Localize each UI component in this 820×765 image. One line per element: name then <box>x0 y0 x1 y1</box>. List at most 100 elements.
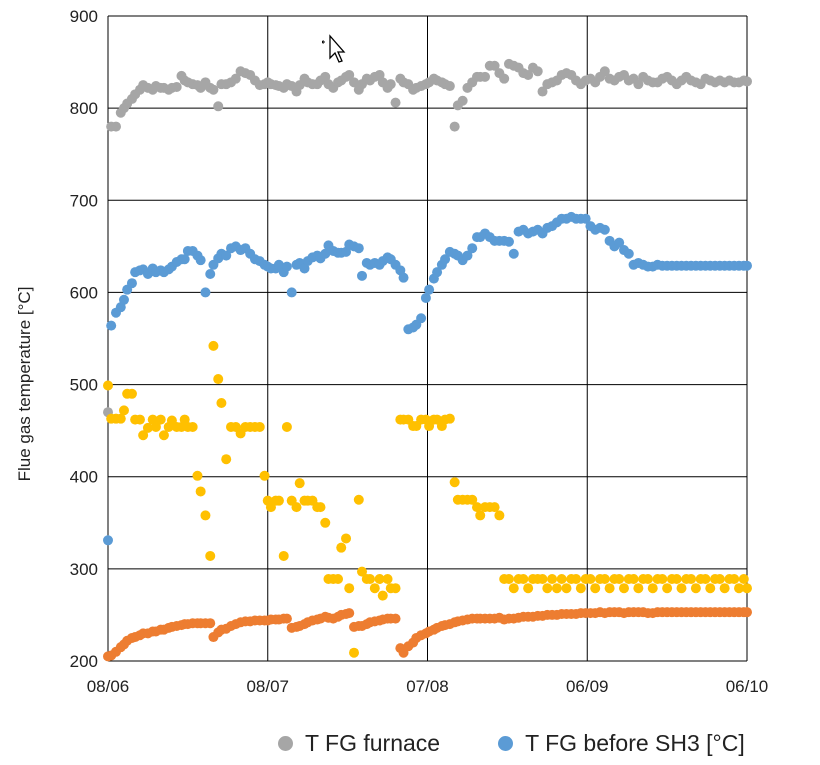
data-point <box>599 224 610 235</box>
data-point <box>556 573 567 584</box>
data-point <box>700 573 711 584</box>
data-point <box>390 583 401 594</box>
data-point <box>705 583 716 594</box>
data-point <box>192 470 203 481</box>
x-tick-label: 06/10 <box>726 677 769 696</box>
data-point <box>518 573 529 584</box>
data-point <box>499 73 510 84</box>
data-point <box>286 287 297 298</box>
data-point <box>187 421 198 432</box>
data-point <box>200 510 211 521</box>
data-point <box>467 243 478 254</box>
data-point <box>480 71 491 82</box>
data-point <box>449 121 460 132</box>
y-axis-label: Flue gas temperature [°C] <box>15 287 34 482</box>
data-point <box>420 292 431 303</box>
data-point <box>642 573 653 584</box>
data-point <box>571 573 582 584</box>
data-point <box>440 254 451 265</box>
data-point <box>195 255 206 266</box>
legend-item-furnace: T FG furnace <box>278 730 440 757</box>
data-point <box>742 76 752 87</box>
data-point <box>179 254 190 265</box>
data-point <box>585 573 596 584</box>
data-point <box>158 430 169 441</box>
data-point <box>118 405 129 416</box>
data-point <box>444 81 455 92</box>
data-point <box>171 81 182 92</box>
data-point <box>205 269 216 279</box>
data-point <box>647 583 658 594</box>
data-point <box>614 573 625 584</box>
data-point <box>221 250 232 261</box>
data-point <box>281 261 292 272</box>
data-point <box>590 583 601 594</box>
data-point <box>150 421 161 432</box>
legend-marker-icon <box>498 736 514 751</box>
data-point <box>118 294 129 305</box>
legend-item-sh3: T FG before SH3 [°C] <box>498 730 745 757</box>
y-tick-label: 600 <box>70 283 98 302</box>
data-point <box>291 502 302 513</box>
data-point <box>106 320 117 331</box>
data-point <box>281 613 292 624</box>
data-point <box>671 573 682 584</box>
data-point <box>213 101 224 112</box>
data-point <box>729 573 740 584</box>
data-point <box>580 213 591 224</box>
data-point <box>628 573 639 584</box>
data-point <box>103 380 113 391</box>
legend-label: T FG before SH3 [°C] <box>525 730 745 756</box>
data-point <box>742 583 752 594</box>
data-point <box>221 454 232 465</box>
data-point <box>382 573 393 584</box>
data-point <box>103 535 113 546</box>
data-point <box>561 583 572 594</box>
data-point <box>320 248 331 259</box>
data-point <box>278 550 289 561</box>
data-point <box>115 413 126 424</box>
data-points <box>103 58 752 662</box>
data-point <box>489 502 500 513</box>
data-point <box>126 388 137 399</box>
data-point <box>230 73 241 84</box>
y-axis-ticks: 200 300 400 500 600 700 800 900 <box>70 7 98 671</box>
data-point <box>508 248 519 259</box>
data-point <box>213 374 224 385</box>
data-point <box>195 486 206 497</box>
data-point <box>216 398 227 408</box>
data-point <box>714 573 725 584</box>
data-point <box>344 608 355 619</box>
data-point <box>449 477 460 488</box>
data-point <box>142 422 153 433</box>
data-point <box>537 573 548 584</box>
x-tick-label: 06/09 <box>566 677 609 696</box>
data-point <box>353 243 364 254</box>
mouse-cursor-icon <box>322 34 346 63</box>
data-point <box>633 583 644 594</box>
x-tick-label: 07/08 <box>406 677 449 696</box>
series-0 <box>103 58 752 418</box>
y-tick-label: 900 <box>70 7 98 26</box>
series-1 <box>103 211 752 546</box>
data-point <box>462 250 473 261</box>
data-point <box>353 494 364 505</box>
data-point <box>690 583 701 594</box>
data-point <box>208 340 219 351</box>
y-tick-label: 700 <box>70 191 98 210</box>
data-point <box>604 583 615 594</box>
x-axis-ticks: 08/06 08/07 07/08 06/09 06/10 <box>87 677 769 696</box>
grid <box>107 15 748 662</box>
data-point <box>676 583 687 594</box>
data-point <box>126 278 137 289</box>
data-point <box>349 647 360 658</box>
data-point <box>575 583 586 594</box>
data-point <box>333 573 344 584</box>
data-point <box>618 583 629 594</box>
y-tick-label: 400 <box>70 468 98 487</box>
data-point <box>205 618 216 629</box>
data-point <box>369 583 380 594</box>
y-tick-label: 800 <box>70 99 98 118</box>
data-point <box>657 573 668 584</box>
